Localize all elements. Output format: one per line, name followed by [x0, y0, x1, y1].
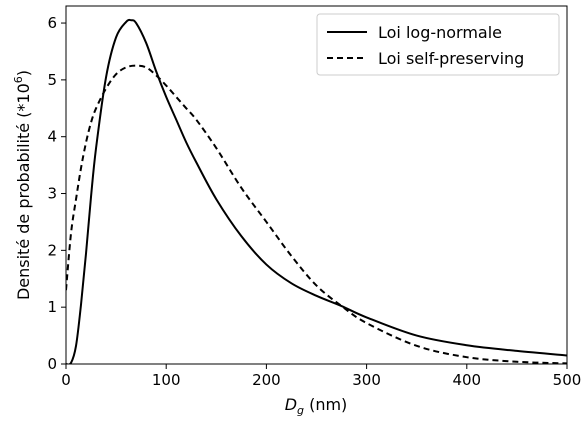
series-line-self-preserving — [66, 64, 567, 364]
y-tick-label: 6 — [47, 14, 57, 32]
y-tick-label: 2 — [47, 241, 57, 259]
x-tick-label: 100 — [152, 371, 181, 389]
plot-frame — [65, 5, 568, 365]
x-tick-label: 200 — [252, 371, 281, 389]
x-tick-label: 400 — [452, 371, 481, 389]
y-tick-label: 5 — [47, 71, 57, 89]
plot-lines — [66, 18, 567, 364]
y-tick-label: 1 — [47, 298, 57, 316]
y-tick-label: 3 — [47, 185, 57, 203]
axis-ticks: 0 100 200 300 400 500 0 1 2 3 4 5 6 — [47, 14, 581, 389]
x-tick-label: 0 — [61, 371, 71, 389]
legend-label-self-preserving: Loi self-preserving — [378, 49, 524, 68]
x-tick-label: 300 — [352, 371, 381, 389]
y-axis-title: Densité de probabilité (*106) — [12, 70, 33, 300]
x-tick-label: 500 — [553, 371, 582, 389]
x-axis-title: Dg (nm) — [285, 395, 348, 417]
legend-box — [316, 13, 560, 76]
legend: Loi log-normale Loi self-preserving — [316, 13, 560, 76]
series-line-lognormal — [66, 18, 567, 364]
y-tick-label: 4 — [47, 128, 57, 146]
y-tick-label: 0 — [47, 355, 57, 373]
legend-label-lognormal: Loi log-normale — [378, 23, 502, 42]
